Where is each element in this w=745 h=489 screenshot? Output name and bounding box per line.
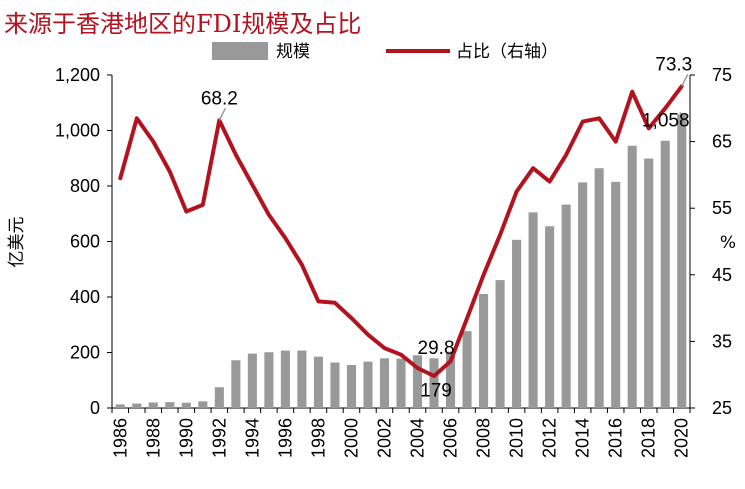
legend-bar-label: 规模 bbox=[276, 42, 310, 62]
data-label-leader bbox=[681, 73, 689, 87]
x-tick-label: 2006 bbox=[441, 418, 461, 458]
bar-1996 bbox=[280, 350, 290, 408]
bar-1988 bbox=[148, 402, 158, 408]
y-left-tick-label: 200 bbox=[70, 343, 100, 363]
x-tick-label: 1990 bbox=[176, 418, 196, 458]
legend: 规模 占比（右轴） bbox=[212, 42, 558, 62]
bar-2004 bbox=[412, 355, 423, 408]
data-label-leader bbox=[218, 107, 227, 121]
x-tick-label: 1996 bbox=[275, 418, 295, 458]
bar-1989 bbox=[165, 402, 175, 408]
y-right-axis-title: % bbox=[720, 233, 736, 253]
data-label: 29.8 bbox=[418, 338, 455, 359]
bar-1986 bbox=[115, 404, 125, 408]
x-tick-label: 2010 bbox=[507, 418, 527, 458]
data-label: 1,058 bbox=[642, 110, 690, 131]
bar-series bbox=[115, 114, 687, 408]
bar-2008 bbox=[479, 293, 489, 408]
y-left-tick-label: 1,200 bbox=[55, 65, 100, 85]
bar-2010 bbox=[512, 239, 522, 408]
bar-2001 bbox=[363, 361, 373, 408]
bar-1999 bbox=[330, 362, 340, 408]
bar-2020 bbox=[677, 114, 687, 408]
x-tick-label: 2000 bbox=[341, 418, 361, 458]
share-line bbox=[118, 84, 684, 378]
data-labels: 68.2 29.8 179 1,058 73.3 bbox=[201, 54, 692, 401]
data-label: 68.2 bbox=[201, 88, 238, 109]
x-tick-label: 2012 bbox=[540, 418, 560, 458]
data-label: 73.3 bbox=[655, 54, 692, 75]
legend-line-label: 占比（右轴） bbox=[456, 42, 558, 62]
x-tick-label: 1986 bbox=[110, 418, 130, 458]
data-label-leader bbox=[679, 111, 683, 115]
x-tick-label: 2020 bbox=[672, 418, 692, 458]
y-right-tick-label: 75 bbox=[712, 65, 732, 85]
bar-2018 bbox=[644, 158, 654, 408]
bar-2013 bbox=[561, 204, 571, 408]
bar-1994 bbox=[247, 353, 257, 408]
x-tick-label: 2002 bbox=[374, 418, 394, 458]
legend-bar-swatch bbox=[212, 42, 268, 60]
y-left-tick-label: 600 bbox=[70, 232, 100, 252]
bar-1987 bbox=[132, 403, 142, 408]
bar-1993 bbox=[231, 360, 241, 408]
bar-2002 bbox=[379, 358, 390, 408]
bar-2014 bbox=[578, 182, 588, 408]
bar-2016 bbox=[611, 181, 621, 408]
bar-2006 bbox=[446, 351, 456, 408]
bar-1991 bbox=[198, 401, 208, 408]
bar-2000 bbox=[346, 364, 356, 408]
y-right-tick-label: 35 bbox=[712, 331, 732, 351]
chart-title: 来源于香港地区的FDI规模及占比 bbox=[4, 10, 362, 38]
x-tick-label: 1992 bbox=[209, 418, 229, 458]
data-label: 179 bbox=[420, 380, 452, 401]
y-right-tick-label: 25 bbox=[712, 398, 732, 418]
x-tick-label: 2004 bbox=[408, 418, 428, 458]
bar-1992 bbox=[214, 387, 224, 408]
y-left-axis-title: 亿美元 bbox=[7, 217, 27, 268]
y-right-tick-label: 55 bbox=[712, 198, 732, 218]
x-tick-label: 2014 bbox=[573, 418, 593, 458]
bar-1990 bbox=[181, 402, 191, 408]
y-left-tick-label: 0 bbox=[90, 398, 100, 418]
line-series bbox=[118, 84, 684, 378]
x-tick-label: 2018 bbox=[639, 418, 659, 458]
x-tick-label: 2008 bbox=[474, 418, 494, 458]
bar-2005 bbox=[429, 358, 439, 408]
bar-2012 bbox=[545, 226, 555, 408]
bar-1998 bbox=[313, 356, 323, 408]
bar-2019 bbox=[660, 140, 670, 408]
bar-2007 bbox=[462, 331, 472, 408]
y-left-tick-label: 400 bbox=[70, 287, 100, 307]
y-left-tick-label: 800 bbox=[70, 176, 100, 196]
y-right-tick-label: 65 bbox=[712, 132, 732, 152]
y-left-tick-label: 1,000 bbox=[55, 121, 100, 141]
bar-2017 bbox=[627, 145, 637, 408]
x-tick-label: 1998 bbox=[308, 418, 328, 458]
x-tick-label: 1988 bbox=[143, 418, 163, 458]
bar-2015 bbox=[594, 168, 604, 408]
axes: 0 200 400 600 800 1,000 1,200 25 35 45 55 65 75 1986 1… bbox=[7, 65, 736, 458]
bar-1995 bbox=[264, 352, 274, 408]
x-tick-label: 2016 bbox=[606, 418, 626, 458]
x-tick-label: 1994 bbox=[242, 418, 262, 458]
bar-2009 bbox=[495, 280, 505, 408]
y-right-tick-label: 45 bbox=[712, 265, 732, 285]
bar-1997 bbox=[297, 350, 307, 408]
bar-2011 bbox=[528, 212, 538, 408]
bar-2003 bbox=[396, 358, 406, 408]
